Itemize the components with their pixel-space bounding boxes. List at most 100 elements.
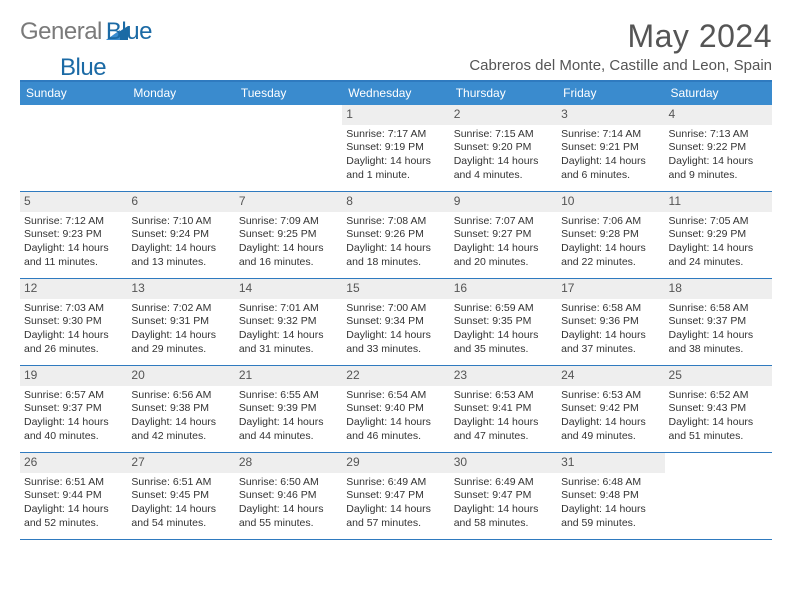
day-cell: 9Sunrise: 7:07 AMSunset: 9:27 PMDaylight…	[450, 192, 557, 278]
brand-logo: General Blue	[20, 18, 106, 46]
day-cell: 14Sunrise: 7:01 AMSunset: 9:32 PMDayligh…	[235, 279, 342, 365]
day-number: 15	[342, 279, 449, 299]
sunrise-text: Sunrise: 6:56 AM	[131, 389, 230, 403]
sunrise-text: Sunrise: 6:53 AM	[561, 389, 660, 403]
sunrise-text: Sunrise: 7:17 AM	[346, 128, 445, 142]
sunset-text: Sunset: 9:40 PM	[346, 402, 445, 416]
day-cell: 26Sunrise: 6:51 AMSunset: 9:44 PMDayligh…	[20, 453, 127, 539]
sunset-text: Sunset: 9:43 PM	[669, 402, 768, 416]
day-number: 16	[450, 279, 557, 299]
day-number: 4	[665, 105, 772, 125]
daylight-text: Daylight: 14 hours and 40 minutes.	[24, 416, 123, 443]
day-cell: 10Sunrise: 7:06 AMSunset: 9:28 PMDayligh…	[557, 192, 664, 278]
day-number: 9	[450, 192, 557, 212]
sunrise-text: Sunrise: 6:59 AM	[454, 302, 553, 316]
sunset-text: Sunset: 9:26 PM	[346, 228, 445, 242]
sunrise-text: Sunrise: 7:07 AM	[454, 215, 553, 229]
sunrise-text: Sunrise: 6:51 AM	[131, 476, 230, 490]
day-number: 5	[20, 192, 127, 212]
daylight-text: Daylight: 14 hours and 22 minutes.	[561, 242, 660, 269]
sunset-text: Sunset: 9:22 PM	[669, 141, 768, 155]
week-row: 1Sunrise: 7:17 AMSunset: 9:19 PMDaylight…	[20, 105, 772, 192]
calendar-grid: Sunday Monday Tuesday Wednesday Thursday…	[20, 80, 772, 540]
day-number: 8	[342, 192, 449, 212]
day-number: 6	[127, 192, 234, 212]
sunset-text: Sunset: 9:37 PM	[669, 315, 768, 329]
day-cell: 2Sunrise: 7:15 AMSunset: 9:20 PMDaylight…	[450, 105, 557, 191]
daylight-text: Daylight: 14 hours and 55 minutes.	[239, 503, 338, 530]
day-number: 11	[665, 192, 772, 212]
daylight-text: Daylight: 14 hours and 24 minutes.	[669, 242, 768, 269]
daylight-text: Daylight: 14 hours and 37 minutes.	[561, 329, 660, 356]
sunrise-text: Sunrise: 7:14 AM	[561, 128, 660, 142]
sunrise-text: Sunrise: 7:01 AM	[239, 302, 338, 316]
sunrise-text: Sunrise: 6:57 AM	[24, 389, 123, 403]
daylight-text: Daylight: 14 hours and 29 minutes.	[131, 329, 230, 356]
sunrise-text: Sunrise: 7:13 AM	[669, 128, 768, 142]
day-cell: 12Sunrise: 7:03 AMSunset: 9:30 PMDayligh…	[20, 279, 127, 365]
sunset-text: Sunset: 9:42 PM	[561, 402, 660, 416]
day-cell: 23Sunrise: 6:53 AMSunset: 9:41 PMDayligh…	[450, 366, 557, 452]
daylight-text: Daylight: 14 hours and 26 minutes.	[24, 329, 123, 356]
day-number: 17	[557, 279, 664, 299]
daylight-text: Daylight: 14 hours and 42 minutes.	[131, 416, 230, 443]
daylight-text: Daylight: 14 hours and 11 minutes.	[24, 242, 123, 269]
weekday-header: Sunday	[20, 82, 127, 105]
daylight-text: Daylight: 14 hours and 44 minutes.	[239, 416, 338, 443]
day-cell: 30Sunrise: 6:49 AMSunset: 9:47 PMDayligh…	[450, 453, 557, 539]
day-cell: 17Sunrise: 6:58 AMSunset: 9:36 PMDayligh…	[557, 279, 664, 365]
day-number	[235, 105, 342, 109]
weekday-header: Monday	[127, 82, 234, 105]
week-row: 26Sunrise: 6:51 AMSunset: 9:44 PMDayligh…	[20, 453, 772, 540]
day-cell: 31Sunrise: 6:48 AMSunset: 9:48 PMDayligh…	[557, 453, 664, 539]
day-number: 21	[235, 366, 342, 386]
day-number: 29	[342, 453, 449, 473]
daylight-text: Daylight: 14 hours and 6 minutes.	[561, 155, 660, 182]
day-number: 19	[20, 366, 127, 386]
day-cell: 21Sunrise: 6:55 AMSunset: 9:39 PMDayligh…	[235, 366, 342, 452]
sunrise-text: Sunrise: 6:50 AM	[239, 476, 338, 490]
sunrise-text: Sunrise: 6:53 AM	[454, 389, 553, 403]
sunrise-text: Sunrise: 6:58 AM	[561, 302, 660, 316]
day-cell	[20, 105, 127, 191]
day-number: 27	[127, 453, 234, 473]
sunset-text: Sunset: 9:30 PM	[24, 315, 123, 329]
sunrise-text: Sunrise: 7:10 AM	[131, 215, 230, 229]
location-text: Cabreros del Monte, Castille and Leon, S…	[469, 57, 772, 74]
sunset-text: Sunset: 9:24 PM	[131, 228, 230, 242]
sunset-text: Sunset: 9:29 PM	[669, 228, 768, 242]
daylight-text: Daylight: 14 hours and 51 minutes.	[669, 416, 768, 443]
day-number	[20, 105, 127, 109]
sunrise-text: Sunrise: 7:00 AM	[346, 302, 445, 316]
day-cell: 15Sunrise: 7:00 AMSunset: 9:34 PMDayligh…	[342, 279, 449, 365]
day-number: 28	[235, 453, 342, 473]
day-number: 18	[665, 279, 772, 299]
day-cell: 18Sunrise: 6:58 AMSunset: 9:37 PMDayligh…	[665, 279, 772, 365]
sunrise-text: Sunrise: 7:09 AM	[239, 215, 338, 229]
day-cell: 25Sunrise: 6:52 AMSunset: 9:43 PMDayligh…	[665, 366, 772, 452]
day-number: 12	[20, 279, 127, 299]
daylight-text: Daylight: 14 hours and 54 minutes.	[131, 503, 230, 530]
daylight-text: Daylight: 14 hours and 57 minutes.	[346, 503, 445, 530]
daylight-text: Daylight: 14 hours and 20 minutes.	[454, 242, 553, 269]
day-cell: 16Sunrise: 6:59 AMSunset: 9:35 PMDayligh…	[450, 279, 557, 365]
weekday-header: Wednesday	[342, 82, 449, 105]
day-cell: 11Sunrise: 7:05 AMSunset: 9:29 PMDayligh…	[665, 192, 772, 278]
day-cell	[235, 105, 342, 191]
day-cell: 27Sunrise: 6:51 AMSunset: 9:45 PMDayligh…	[127, 453, 234, 539]
day-number: 20	[127, 366, 234, 386]
week-row: 12Sunrise: 7:03 AMSunset: 9:30 PMDayligh…	[20, 279, 772, 366]
day-cell: 5Sunrise: 7:12 AMSunset: 9:23 PMDaylight…	[20, 192, 127, 278]
sunset-text: Sunset: 9:31 PM	[131, 315, 230, 329]
sunset-text: Sunset: 9:37 PM	[24, 402, 123, 416]
sunrise-text: Sunrise: 7:12 AM	[24, 215, 123, 229]
sunrise-text: Sunrise: 6:48 AM	[561, 476, 660, 490]
day-cell: 22Sunrise: 6:54 AMSunset: 9:40 PMDayligh…	[342, 366, 449, 452]
weekday-header: Tuesday	[235, 82, 342, 105]
day-number: 13	[127, 279, 234, 299]
day-number: 25	[665, 366, 772, 386]
daylight-text: Daylight: 14 hours and 59 minutes.	[561, 503, 660, 530]
sunset-text: Sunset: 9:21 PM	[561, 141, 660, 155]
day-cell: 4Sunrise: 7:13 AMSunset: 9:22 PMDaylight…	[665, 105, 772, 191]
sunset-text: Sunset: 9:47 PM	[346, 489, 445, 503]
